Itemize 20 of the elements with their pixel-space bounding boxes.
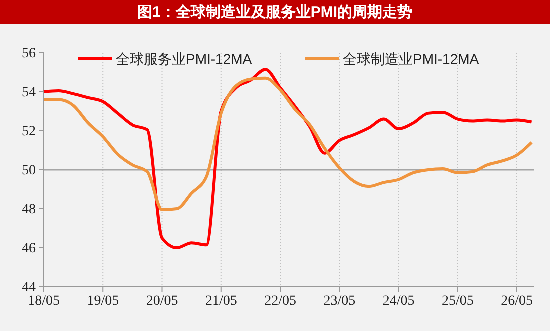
line-series (42, 76, 534, 212)
y-tick-label: 46 (22, 241, 36, 256)
x-tick-label: 18/05 (28, 294, 60, 309)
x-tick-label: 20/05 (146, 294, 178, 309)
x-tick-label: 19/05 (87, 294, 120, 309)
chart-title: 图1：全球制造业及服务业PMI的周期走势 (137, 4, 413, 21)
y-tick-label: 54 (22, 85, 36, 100)
x-tick-label: 23/05 (324, 294, 356, 309)
y-tick-label: 56 (22, 46, 36, 62)
x-tick-label: 26/05 (501, 294, 533, 309)
y-tick-label: 52 (22, 124, 36, 140)
legend-label: 全球制造业PMI-12MA (343, 51, 480, 67)
x-tick-label: 25/05 (442, 294, 474, 309)
y-tick-label: 44 (22, 280, 36, 296)
x-tick-label: 21/05 (205, 294, 238, 309)
legend-label: 全球服务业PMI-12MA (116, 51, 253, 67)
y-tick-label: 48 (22, 202, 36, 218)
x-tick-label: 22/05 (264, 294, 296, 309)
y-tick-label: 50 (22, 163, 36, 178)
x-tick-label: 24/05 (382, 294, 415, 309)
